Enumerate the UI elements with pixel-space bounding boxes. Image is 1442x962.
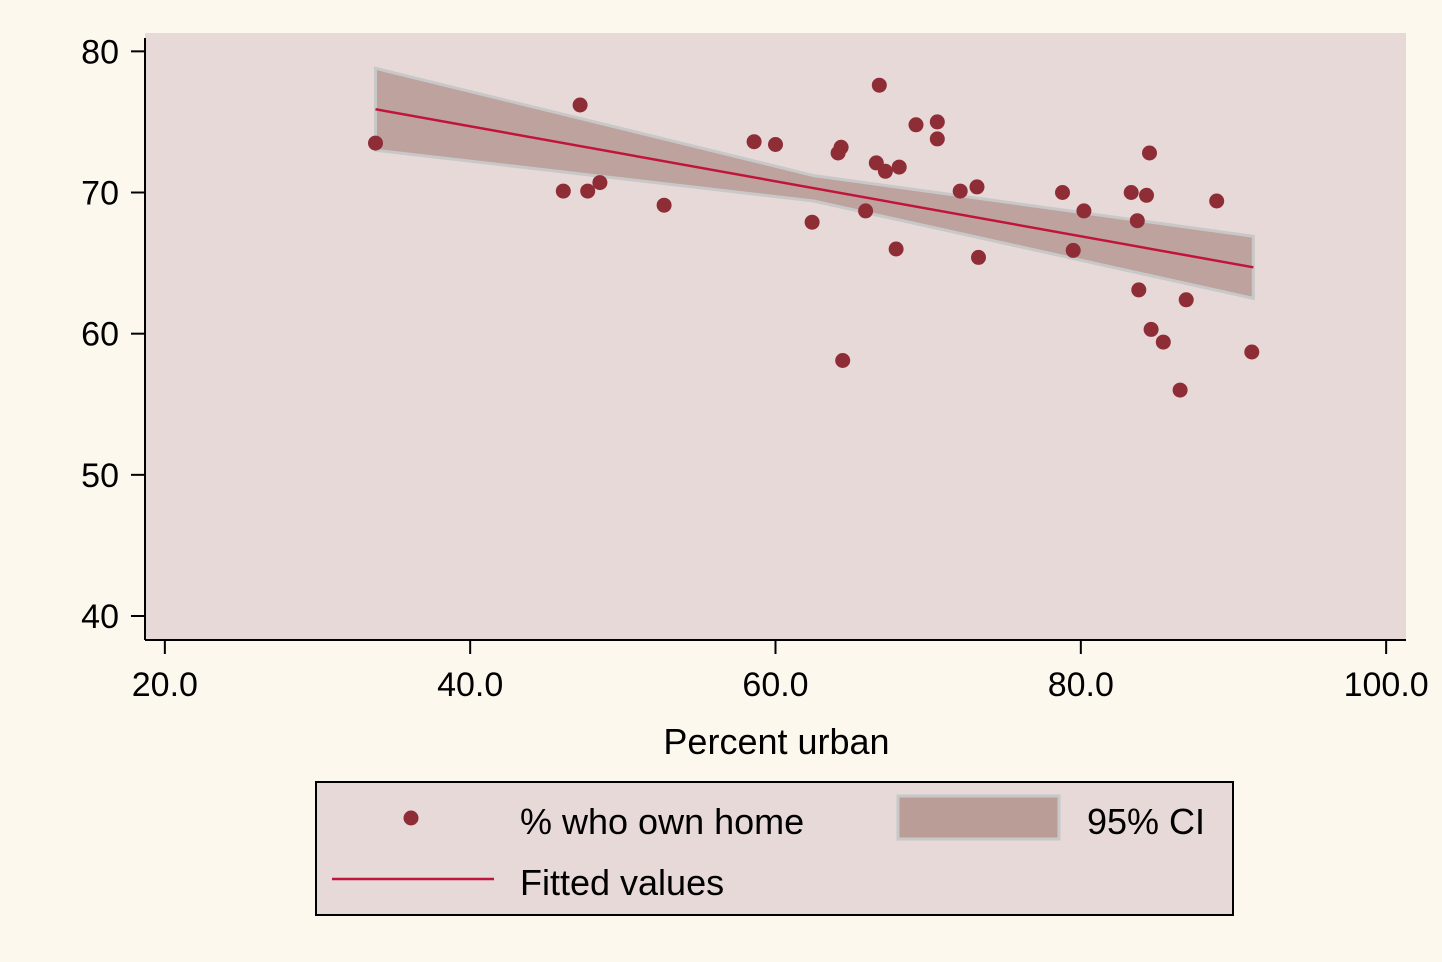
data-point (580, 183, 596, 199)
data-point (592, 175, 608, 191)
legend-swatch-ci (896, 794, 1061, 841)
data-point (656, 197, 672, 213)
data-point (871, 77, 887, 93)
data-point (1178, 292, 1194, 308)
data-point (929, 114, 945, 130)
axes: 40 50 60 70 80 20.0 40.0 60.0 80.0 100.0 (81, 33, 1429, 704)
x-tick-label: 100.0 (1344, 666, 1429, 704)
data-point (1129, 213, 1145, 229)
data-point (888, 241, 904, 257)
data-point (908, 117, 924, 133)
data-point (1123, 185, 1139, 200)
data-point (768, 137, 783, 152)
y-tick-label: 40 (81, 598, 119, 636)
data-point (1142, 145, 1157, 161)
data-point (1139, 187, 1154, 203)
data-point (858, 203, 874, 219)
y-tick-label: 60 (81, 316, 119, 354)
legend-label-ci: 95% CI (1087, 801, 1205, 842)
legend-label-fit: Fitted values (520, 862, 724, 903)
data-point (1209, 193, 1225, 209)
data-point (1155, 334, 1171, 350)
data-point-layer (368, 77, 1260, 398)
x-tick-label: 40.0 (437, 666, 503, 704)
data-point (1131, 282, 1147, 298)
data-point (1065, 242, 1081, 258)
x-axis-title: Percent urban (663, 721, 889, 762)
data-point (971, 249, 986, 265)
data-point (1172, 382, 1188, 398)
data-point (1076, 203, 1092, 219)
legend-box (315, 781, 1234, 916)
legend: % who own home 95% CI Fitted values (315, 781, 1234, 916)
data-point (746, 134, 762, 150)
x-tick-label: 80.0 (1048, 666, 1114, 704)
x-tick-label: 60.0 (742, 666, 808, 704)
data-point (969, 179, 985, 195)
data-point (555, 183, 571, 199)
fit-line-layer (375, 107, 1254, 269)
plot-background (145, 33, 1406, 640)
data-point (833, 139, 849, 155)
data-point (368, 135, 383, 151)
data-point (891, 159, 907, 175)
data-point (1055, 185, 1070, 200)
x-tick-label: 20.0 (132, 666, 198, 704)
data-point (877, 163, 893, 179)
data-point (952, 183, 968, 199)
data-point (1244, 344, 1260, 360)
legend-marker-scatter (403, 810, 419, 826)
fitted-line (375, 107, 1254, 269)
y-tick-label: 50 (81, 457, 119, 495)
data-point (572, 97, 588, 113)
data-point (1143, 321, 1159, 337)
legend-label-scatter: % who own home (520, 801, 804, 842)
data-point (929, 131, 945, 147)
data-point (804, 214, 820, 230)
y-tick-label: 80 (81, 33, 119, 71)
y-tick-label: 70 (81, 175, 119, 213)
data-point (835, 353, 851, 368)
